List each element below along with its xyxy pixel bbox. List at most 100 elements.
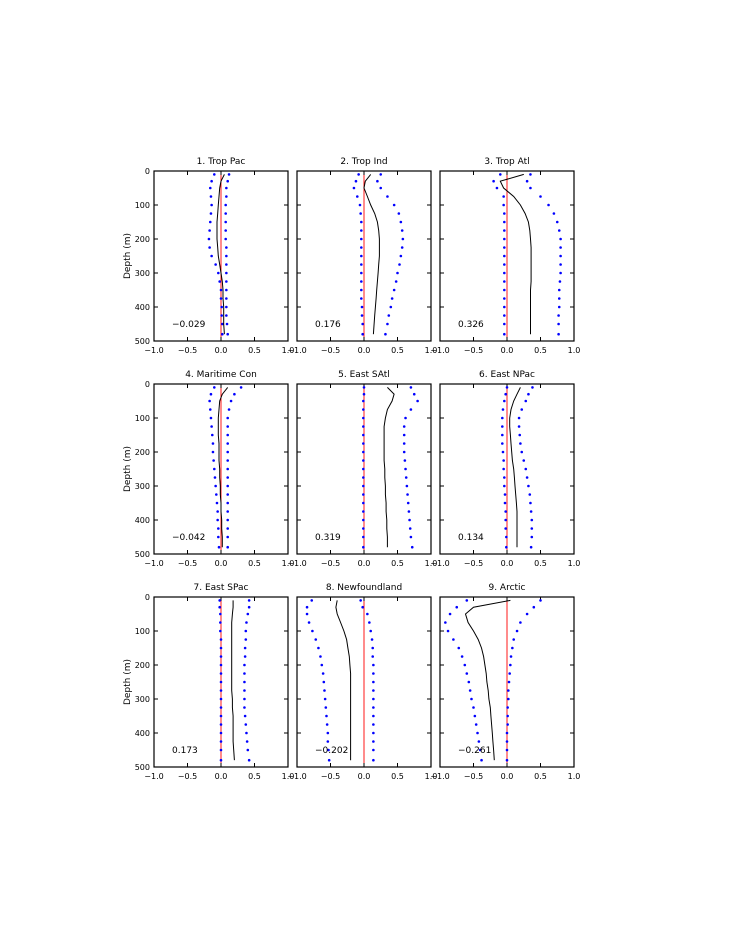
- correlation-value: −0.261: [458, 746, 491, 756]
- lower-bound-dot: [360, 314, 364, 317]
- lower-bound-dot: [503, 322, 506, 326]
- upper-bound-dot: [528, 493, 532, 496]
- lower-bound-dot: [219, 297, 223, 300]
- lower-bound-dot: [325, 723, 329, 726]
- lower-bound-dot: [216, 518, 219, 522]
- upper-bound-dot: [402, 442, 406, 445]
- y-tick-label: 0: [145, 593, 150, 602]
- correlation-value: −0.202: [315, 746, 348, 756]
- lower-bound-dot: [214, 263, 217, 266]
- upper-bound-dot: [390, 297, 394, 300]
- lower-bound-dot: [503, 229, 506, 232]
- lower-bound-dot: [501, 408, 505, 411]
- x-tick-label: −1.0: [430, 772, 449, 781]
- lower-bound-dot: [360, 229, 363, 232]
- upper-bound-dot: [226, 442, 229, 445]
- upper-bound-dot: [557, 288, 561, 292]
- x-tick-label: 0.0: [501, 772, 514, 781]
- x-tick-label: −0.5: [464, 559, 483, 568]
- lower-bound-dot: [478, 748, 482, 752]
- lower-bound-dot: [362, 493, 365, 496]
- y-tick-label: 300: [135, 482, 150, 491]
- lower-bound-dot: [480, 758, 483, 762]
- panel-title: 9. Arctic: [488, 583, 525, 593]
- lower-bound-dot: [219, 740, 223, 743]
- upper-bound-dot: [525, 612, 529, 616]
- upper-bound-dot: [507, 680, 511, 684]
- mean-profile-line: [499, 173, 532, 335]
- lower-bound-dot: [307, 621, 311, 624]
- lower-bound-dot: [354, 179, 358, 183]
- upper-bound-dot: [405, 484, 409, 488]
- upper-bound-dot: [225, 186, 228, 190]
- upper-bound-dot: [224, 237, 227, 241]
- x-tick-label: 0.5: [248, 346, 261, 355]
- x-tick-label: −0.5: [321, 772, 340, 781]
- upper-bound-dot: [524, 467, 528, 471]
- upper-bound-dot: [529, 173, 532, 176]
- lower-bound-dot: [362, 527, 365, 530]
- lower-bound-dot: [219, 714, 223, 718]
- lower-bound-dot: [362, 408, 365, 411]
- lower-bound-dot: [360, 288, 363, 292]
- upper-bound-dot: [529, 510, 533, 513]
- lower-bound-dot: [208, 408, 212, 411]
- upper-bound-dot: [243, 706, 246, 709]
- x-tick-label: −0.5: [178, 346, 197, 355]
- x-tick-label: −0.5: [464, 346, 483, 355]
- lower-bound-dot: [362, 425, 365, 428]
- panel-8: 8. Newfoundland −1.0 −0.5 0.0 0.5 1.0 −0.202: [287, 583, 437, 781]
- upper-bound-dot: [399, 220, 403, 224]
- lower-bound-dot: [219, 638, 223, 641]
- lower-bound-dot: [310, 599, 314, 602]
- upper-bound-dot: [506, 706, 509, 709]
- lower-bound-dot: [219, 621, 222, 624]
- lower-bound-dot: [360, 280, 363, 283]
- upper-bound-dot: [372, 723, 375, 726]
- lower-bound-dot: [362, 433, 365, 437]
- lower-bound-dot: [326, 731, 330, 735]
- lower-bound-dot: [219, 723, 223, 726]
- upper-bound-dot: [371, 655, 375, 658]
- lower-bound-dot: [208, 399, 211, 403]
- lower-bound-dot: [502, 203, 505, 207]
- lower-bound-dot: [362, 392, 366, 396]
- x-tick-label: 0.5: [391, 346, 404, 355]
- lower-bound-dot: [305, 612, 309, 616]
- upper-bound-dot: [416, 399, 419, 403]
- y-tick-label: 0: [145, 167, 150, 176]
- upper-bound-dot: [530, 535, 534, 539]
- lower-bound-dot: [359, 212, 362, 215]
- lower-bound-dot: [321, 672, 325, 675]
- y-tick-label: 200: [135, 235, 150, 244]
- lower-bound-dot: [213, 467, 216, 471]
- upper-bound-dot: [506, 714, 509, 718]
- upper-bound-dot: [404, 467, 407, 471]
- upper-bound-dot: [243, 714, 247, 718]
- upper-bound-dot: [225, 254, 228, 258]
- lower-bound-dot: [218, 605, 221, 609]
- lower-bound-dot: [323, 689, 326, 692]
- upper-bound-dot: [522, 459, 526, 462]
- upper-bound-dot: [517, 425, 521, 428]
- lower-bound-dot: [209, 416, 213, 420]
- upper-bound-dot: [524, 399, 528, 403]
- upper-bound-dot: [227, 408, 231, 411]
- lower-bound-dot: [211, 450, 215, 454]
- upper-bound-dot: [529, 186, 532, 190]
- upper-bound-dot: [229, 399, 233, 403]
- x-tick-label: 0.0: [215, 346, 228, 355]
- upper-bound-dot: [244, 638, 248, 641]
- lower-bound-dot: [501, 416, 504, 420]
- x-tick-label: −0.5: [464, 772, 483, 781]
- lower-bound-dot: [327, 748, 330, 752]
- upper-bound-dot: [226, 467, 229, 471]
- lower-bound-dot: [314, 638, 318, 641]
- lower-bound-dot: [215, 493, 218, 496]
- upper-bound-dot: [243, 680, 246, 684]
- upper-bound-dot: [525, 179, 529, 183]
- x-tick-label: 0.0: [501, 346, 514, 355]
- upper-bound-dot: [505, 731, 509, 735]
- upper-bound-dot: [224, 229, 227, 232]
- lower-bound-dot: [504, 518, 507, 522]
